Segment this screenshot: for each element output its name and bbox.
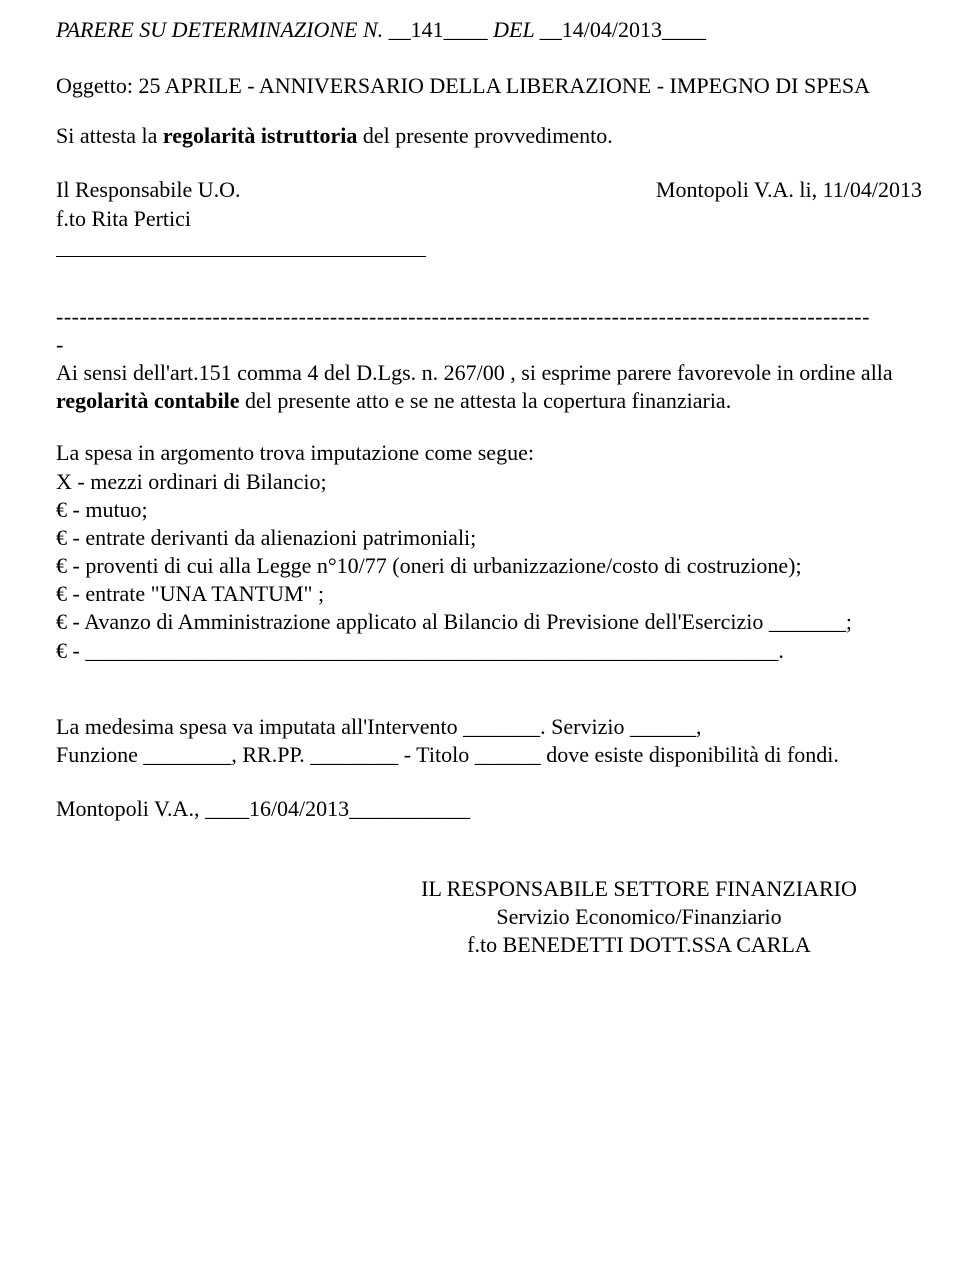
title-number: 141 bbox=[411, 17, 444, 42]
title-label-pre: PARERE SU DETERMINAZIONE N. __ bbox=[56, 17, 411, 42]
spesa-l1: X - mezzi ordinari di Bilancio; bbox=[56, 468, 922, 496]
subject-text: 25 APRILE - ANNIVERSARIO DELLA LIBERAZIO… bbox=[139, 73, 871, 98]
subject-label: Oggetto: bbox=[56, 73, 139, 98]
final-block: La medesima spesa va imputata all'Interv… bbox=[56, 713, 922, 769]
attest-pre: Si attesta la bbox=[56, 123, 163, 148]
attest-post: del presente provvedimento. bbox=[357, 123, 612, 148]
signature-underline bbox=[56, 235, 426, 257]
attest-bold: regolarità istruttoria bbox=[163, 123, 357, 148]
legal-post: del presente atto e se ne attesta la cop… bbox=[240, 388, 732, 413]
legal-pre: Ai sensi dell'art.151 comma 4 del D.Lgs.… bbox=[56, 360, 893, 385]
spesa-l6: € - Avanzo di Amministrazione applicato … bbox=[56, 608, 922, 636]
responsible-place-date: Montopoli V.A. li, 11/04/2013 bbox=[656, 176, 922, 204]
legal-text: Ai sensi dell'art.151 comma 4 del D.Lgs.… bbox=[56, 359, 922, 415]
legal-bold: regolarità contabile bbox=[56, 388, 240, 413]
signature-block: IL RESPONSABILE SETTORE FINANZIARIO Serv… bbox=[56, 875, 922, 959]
spesa-l2: € - mutuo; bbox=[56, 496, 922, 524]
responsible-row: Il Responsabile U.O. f.to Rita Pertici M… bbox=[56, 176, 922, 256]
attest-line: Si attesta la regolarità istruttoria del… bbox=[56, 122, 922, 150]
responsible-left: Il Responsabile U.O. f.to Rita Pertici bbox=[56, 176, 426, 256]
responsible-line2: f.to Rita Pertici bbox=[56, 205, 426, 233]
separator-block: ----------------------------------------… bbox=[56, 303, 922, 359]
final-line2: Funzione ________, RR.PP. ________ - Tit… bbox=[56, 741, 922, 769]
spesa-l5: € - entrate "UNA TANTUM" ; bbox=[56, 580, 922, 608]
spesa-intro: La spesa in argomento trova imputazione … bbox=[56, 439, 922, 467]
signature-l2: Servizio Economico/Finanziario bbox=[356, 903, 922, 931]
spesa-l3: € - entrate derivanti da alienazioni pat… bbox=[56, 524, 922, 552]
signature-l1: IL RESPONSABILE SETTORE FINANZIARIO bbox=[356, 875, 922, 903]
responsible-line1: Il Responsabile U.O. bbox=[56, 176, 426, 204]
separator-dashes: ----------------------------------------… bbox=[56, 303, 922, 331]
separator-dash-cont: - bbox=[56, 331, 922, 359]
responsible-right: Montopoli V.A. li, 11/04/2013 bbox=[656, 176, 922, 256]
spesa-l7: € - ____________________________________… bbox=[56, 637, 922, 665]
title-label-post: ____ bbox=[662, 17, 706, 42]
spesa-l4: € - proventi di cui alla Legge n°10/77 (… bbox=[56, 552, 922, 580]
title-date: 14/04/2013 bbox=[562, 17, 662, 42]
title-line: PARERE SU DETERMINAZIONE N. __141____ DE… bbox=[56, 16, 922, 44]
date-line: Montopoli V.A., ____16/04/2013__________… bbox=[56, 795, 922, 823]
spesa-block: La spesa in argomento trova imputazione … bbox=[56, 439, 922, 664]
final-line1: La medesima spesa va imputata all'Interv… bbox=[56, 713, 922, 741]
signature-l3: f.to BENEDETTI DOTT.SSA CARLA bbox=[356, 931, 922, 959]
subject-line: Oggetto: 25 APRILE - ANNIVERSARIO DELLA … bbox=[56, 72, 922, 100]
title-label-mid: ____ DEL __ bbox=[444, 17, 562, 42]
document-page: PARERE SU DETERMINAZIONE N. __141____ DE… bbox=[0, 0, 960, 1274]
